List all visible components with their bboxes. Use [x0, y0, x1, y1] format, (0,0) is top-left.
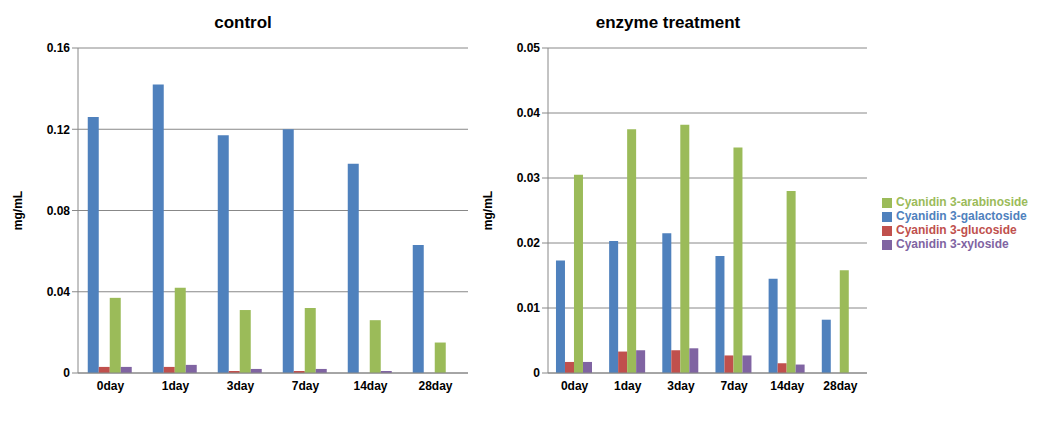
svg-text:0: 0 — [63, 366, 70, 380]
svg-text:28day: 28day — [418, 379, 452, 393]
svg-text:0.03: 0.03 — [517, 171, 541, 185]
html-text:enzyme treatment: enzyme treatment — [595, 13, 741, 32]
html-text:Cyanidin 3-galactoside: Cyanidin 3-galactoside — [896, 209, 1027, 223]
svg-text:mg/mL: mg/mL — [11, 191, 25, 230]
svg-text:mg/mL: mg/mL — [481, 191, 495, 230]
svg-text:0.04: 0.04 — [517, 106, 541, 120]
svg-text:0.12: 0.12 — [47, 123, 71, 137]
html-text:Cyanidin 3-xyloside: Cyanidin 3-xyloside — [896, 237, 1009, 251]
svg-text:0.01: 0.01 — [517, 301, 541, 315]
svg-text:1day: 1day — [162, 379, 190, 393]
html-text:Cyanidin 3-arabinoside: Cyanidin 3-arabinoside — [896, 195, 1028, 209]
svg-text:3day: 3day — [667, 379, 695, 393]
svg-text:0day: 0day — [561, 379, 589, 393]
html-text:Cyanidin 3-glucoside: Cyanidin 3-glucoside — [896, 223, 1017, 237]
svg-text:0.04: 0.04 — [47, 285, 71, 299]
svg-text:14day: 14day — [353, 379, 387, 393]
svg-text:28day: 28day — [823, 379, 857, 393]
svg-text:0.05: 0.05 — [517, 41, 541, 55]
svg-text:14day: 14day — [770, 379, 804, 393]
svg-text:0: 0 — [533, 366, 540, 380]
svg-text:7day: 7day — [720, 379, 748, 393]
svg-text:1day: 1day — [614, 379, 642, 393]
svg-text:0.02: 0.02 — [517, 236, 541, 250]
svg-text:0.08: 0.08 — [47, 204, 71, 218]
html-text:control: control — [214, 13, 272, 32]
svg-text:3day: 3day — [227, 379, 255, 393]
svg-text:7day: 7day — [292, 379, 320, 393]
svg-text:0day: 0day — [97, 379, 125, 393]
svg-text:0.16: 0.16 — [47, 41, 71, 55]
